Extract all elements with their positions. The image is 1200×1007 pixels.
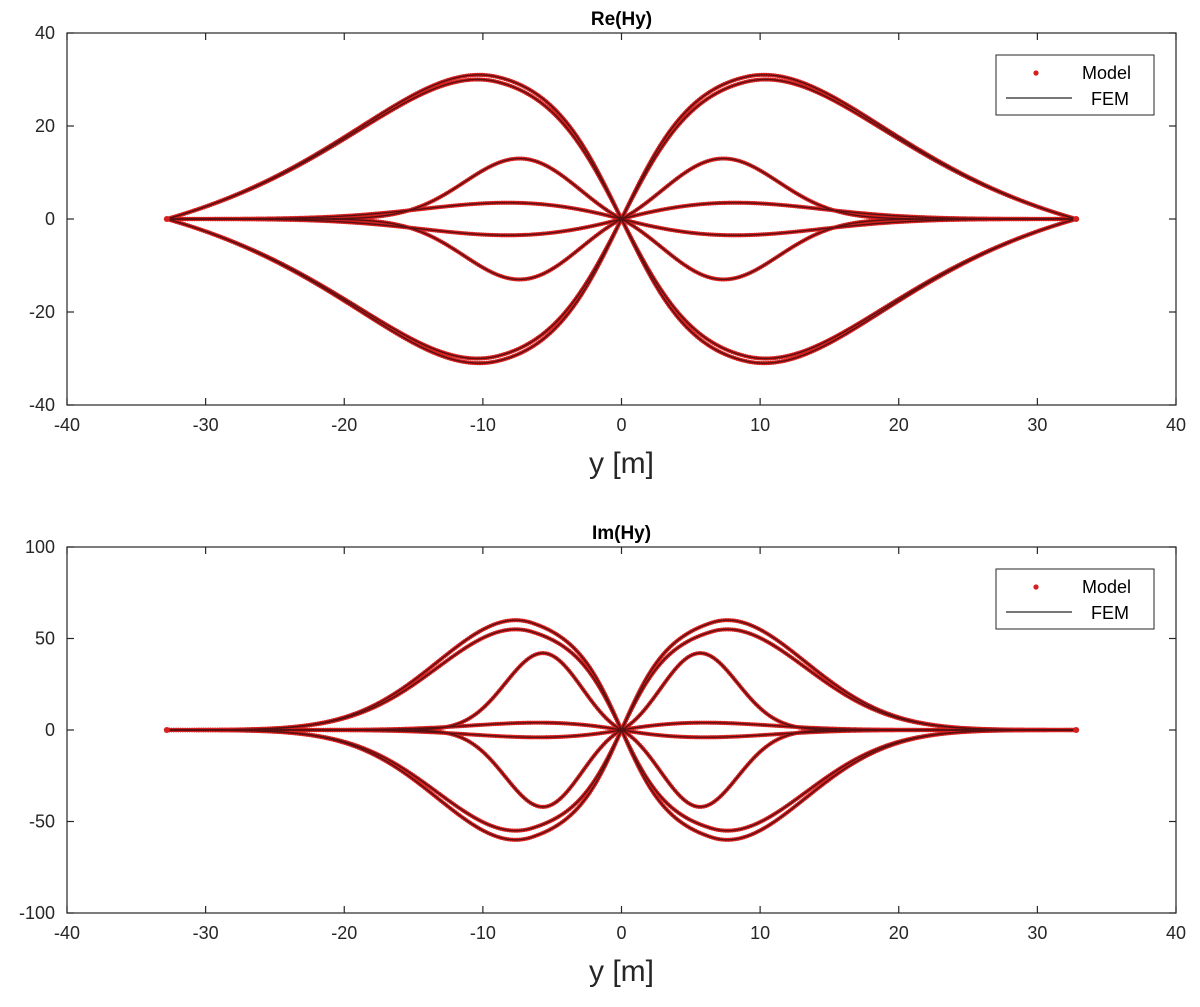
x-tick-label: -10 — [470, 923, 496, 943]
legend-box — [995, 54, 1155, 116]
legend: Model FEM — [995, 568, 1155, 630]
y-tick-label: -100 — [19, 903, 55, 923]
y-tick-label: -50 — [29, 812, 55, 832]
legend-entry-fem: FEM — [1091, 89, 1129, 109]
x-tick-label: -30 — [193, 923, 219, 943]
x-tick-label: 20 — [889, 923, 909, 943]
chart-im-hy: -40 -30 -20 -10 0 10 20 30 40 -100 -50 0 50 100 Im(Hy)… — [0, 507, 1200, 1007]
x-axis-label: y [m] — [589, 447, 654, 480]
x-tick-label: -20 — [331, 923, 357, 943]
x-tick-label: 30 — [1027, 923, 1047, 943]
plot-curves — [163, 72, 1080, 366]
x-tick-label: 0 — [616, 415, 626, 435]
x-tick-label: 10 — [750, 415, 770, 435]
x-tick-label: 40 — [1166, 923, 1186, 943]
x-tick-label: 40 — [1166, 415, 1186, 435]
y-tick-label: 0 — [45, 720, 55, 740]
legend-entry-model: Model — [1082, 577, 1131, 597]
chart-im-hy-svg: -40 -30 -20 -10 0 10 20 30 40-100-50050100Im(Hy)… — [19, 523, 1186, 988]
x-tick-label: 30 — [1027, 415, 1047, 435]
y-tick-label: 0 — [45, 209, 55, 229]
y-tick-label: -20 — [29, 302, 55, 322]
chart-re-hy: -40 -30 -20 -10 0 10 20 30 40 -40 -20 0 20 40 Re(Hy) y … — [0, 0, 1200, 500]
fem-series-curve — [166, 202, 1077, 236]
fem-series-curve — [166, 721, 1077, 739]
endpoint-marker — [1073, 727, 1080, 733]
y-tick-label: -40 — [29, 395, 55, 415]
y-tick-label: 20 — [35, 116, 55, 136]
x-tick-label: 10 — [750, 923, 770, 943]
endpoint-marker — [1073, 216, 1080, 222]
chart-title: Re(Hy) — [591, 9, 652, 30]
chart-title: Im(Hy) — [592, 523, 651, 544]
y-tick-label: 40 — [35, 23, 55, 43]
endpoint-marker — [163, 216, 170, 222]
x-axis-label: y [m] — [589, 955, 654, 988]
chart-re-hy-svg: -40 -30 -20 -10 0 10 20 30 40 -40 -20 0 20 40 Re(Hy) y … — [29, 9, 1186, 480]
legend-model-marker — [1033, 70, 1039, 76]
x-tick-label: 0 — [616, 923, 626, 943]
legend: Model FEM — [995, 54, 1155, 116]
x-tick-label: -20 — [331, 415, 357, 435]
legend-entry-model: Model — [1082, 63, 1131, 83]
x-tick-label: -40 — [54, 415, 80, 435]
x-tick-label: -10 — [470, 415, 496, 435]
y-tick-label: 50 — [35, 629, 55, 649]
x-tick-label: -40 — [54, 923, 80, 943]
y-tick-label: 100 — [25, 537, 55, 557]
legend-model-marker — [1033, 584, 1039, 590]
x-tick-label: -30 — [193, 415, 219, 435]
endpoint-marker — [163, 727, 170, 733]
legend-entry-fem: FEM — [1091, 603, 1129, 623]
x-tick-label: 20 — [889, 415, 909, 435]
plot-curves — [163, 618, 1080, 842]
legend-box — [995, 568, 1155, 630]
